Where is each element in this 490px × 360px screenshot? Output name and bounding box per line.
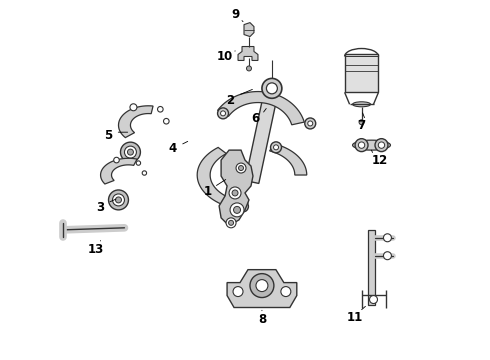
Circle shape <box>127 149 133 155</box>
Circle shape <box>238 201 248 212</box>
Circle shape <box>375 139 388 152</box>
Circle shape <box>233 287 243 297</box>
Circle shape <box>130 104 137 111</box>
Ellipse shape <box>353 140 391 150</box>
Circle shape <box>378 142 385 148</box>
Circle shape <box>262 78 282 98</box>
FancyBboxPatch shape <box>344 54 378 92</box>
Polygon shape <box>245 87 279 184</box>
Circle shape <box>234 206 241 213</box>
Circle shape <box>228 220 234 225</box>
Text: 12: 12 <box>371 154 388 167</box>
Circle shape <box>164 118 169 124</box>
Text: 6: 6 <box>251 112 259 125</box>
Text: 1: 1 <box>204 185 212 198</box>
Text: 4: 4 <box>168 141 176 155</box>
Circle shape <box>229 187 241 199</box>
Circle shape <box>256 280 268 292</box>
Text: 13: 13 <box>87 243 104 256</box>
Circle shape <box>384 234 392 242</box>
Polygon shape <box>238 46 258 60</box>
Circle shape <box>273 145 278 150</box>
Circle shape <box>250 274 274 298</box>
Polygon shape <box>244 23 254 37</box>
Circle shape <box>369 296 377 303</box>
Polygon shape <box>270 144 307 175</box>
Circle shape <box>116 197 122 203</box>
Circle shape <box>359 120 364 125</box>
Circle shape <box>124 146 136 158</box>
Circle shape <box>232 190 238 196</box>
Polygon shape <box>219 150 253 226</box>
Circle shape <box>355 139 368 152</box>
Circle shape <box>246 66 251 71</box>
Text: 3: 3 <box>97 201 105 215</box>
Circle shape <box>136 161 141 165</box>
Text: 9: 9 <box>231 8 239 21</box>
Circle shape <box>241 204 245 209</box>
Circle shape <box>158 107 163 112</box>
Circle shape <box>384 252 392 260</box>
Circle shape <box>218 108 228 119</box>
Polygon shape <box>218 91 304 125</box>
Text: 7: 7 <box>358 119 366 132</box>
Circle shape <box>358 142 365 148</box>
Text: 8: 8 <box>258 313 266 326</box>
Text: 10: 10 <box>217 50 233 63</box>
Polygon shape <box>227 270 297 307</box>
Circle shape <box>239 166 244 171</box>
Circle shape <box>305 118 316 129</box>
Polygon shape <box>197 147 248 210</box>
Circle shape <box>114 157 119 163</box>
Polygon shape <box>119 106 153 138</box>
Polygon shape <box>100 158 137 184</box>
Text: 2: 2 <box>226 94 234 107</box>
Circle shape <box>142 171 147 175</box>
Circle shape <box>220 111 225 116</box>
Text: 11: 11 <box>346 311 363 324</box>
Circle shape <box>267 83 277 94</box>
Circle shape <box>270 142 281 153</box>
Circle shape <box>108 190 128 210</box>
Circle shape <box>281 287 291 297</box>
Circle shape <box>308 121 313 126</box>
Circle shape <box>236 163 246 173</box>
Circle shape <box>121 142 141 162</box>
Circle shape <box>230 203 244 217</box>
Circle shape <box>226 218 236 228</box>
Polygon shape <box>368 230 375 305</box>
Text: 5: 5 <box>104 129 113 142</box>
Circle shape <box>113 194 124 206</box>
Ellipse shape <box>353 102 370 107</box>
